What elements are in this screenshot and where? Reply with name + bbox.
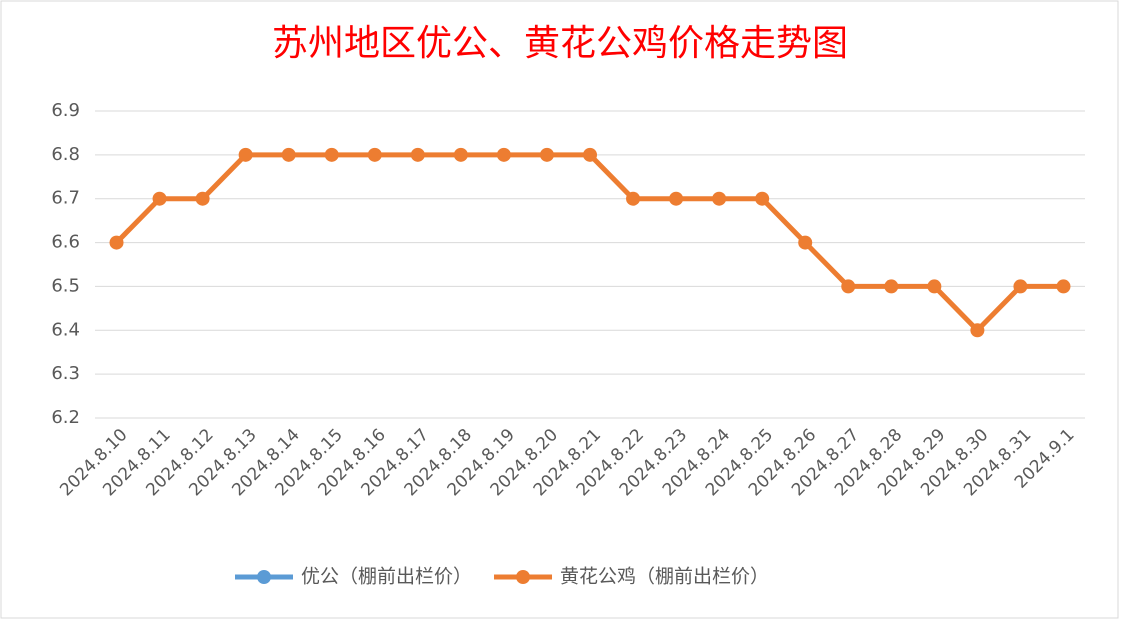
y-tick-label: 6.5 (51, 275, 80, 296)
y-tick-label: 6.6 (51, 232, 80, 253)
data-point (755, 191, 770, 206)
y-tick-label: 6.9 (51, 100, 80, 121)
data-point (1013, 279, 1028, 294)
data-point (583, 147, 597, 162)
data-point (453, 147, 468, 162)
legend-marker (257, 570, 271, 584)
y-tick-label: 6.3 (51, 363, 80, 384)
data-point (841, 279, 856, 294)
chart-title: 苏州地区优公、黄花公鸡价格走势图 (272, 23, 848, 64)
data-point (496, 147, 511, 162)
data-point (884, 279, 899, 294)
data-point (238, 147, 253, 162)
data-point (927, 279, 942, 294)
y-tick-label: 6.7 (51, 188, 80, 209)
data-point (539, 147, 554, 162)
data-point (281, 147, 296, 162)
data-point (970, 323, 985, 338)
legend-label: 黄花公鸡（棚前出栏价） (560, 566, 769, 588)
y-tick-label: 6.4 (51, 319, 80, 340)
data-point (626, 191, 641, 206)
y-tick-label: 6.8 (51, 144, 80, 165)
data-point (712, 191, 727, 206)
data-point (669, 191, 684, 206)
data-point (798, 235, 813, 250)
data-point (152, 191, 167, 206)
data-point (324, 147, 339, 162)
data-point (1056, 279, 1071, 294)
data-point (109, 235, 124, 250)
y-tick-label: 6.2 (51, 407, 80, 428)
legend-marker (516, 570, 531, 584)
data-point (195, 191, 210, 206)
legend-label: 优公（棚前出栏价） (301, 566, 472, 588)
data-point (367, 147, 382, 162)
data-point (410, 147, 425, 162)
